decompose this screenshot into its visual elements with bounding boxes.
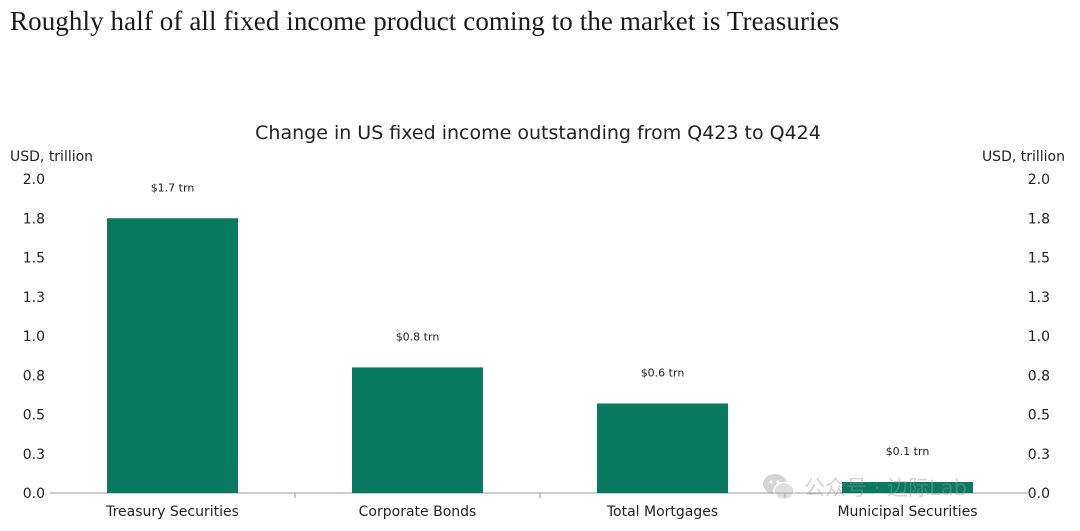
data-label: $0.1 trn bbox=[886, 445, 930, 458]
y-tick-right: 1.3 bbox=[1028, 290, 1050, 306]
y-axis-right: 0.0 0.3 0.5 0.8 1.0 1.3 1.5 1.8 2.0 bbox=[1028, 172, 1050, 502]
y-tick-left: 1.5 bbox=[23, 251, 45, 267]
y-tick-left: 0.3 bbox=[23, 447, 45, 463]
x-tick-label: Treasury Securities bbox=[105, 504, 239, 520]
y-tick-right: 1.8 bbox=[1028, 211, 1050, 227]
y-tick-right: 0.3 bbox=[1028, 447, 1050, 463]
y-tick-left: 0.5 bbox=[23, 408, 45, 424]
data-label: $1.7 trn bbox=[151, 181, 195, 194]
data-labels: $1.7 trn $0.8 trn $0.6 trn $0.1 trn bbox=[151, 181, 930, 458]
bar bbox=[352, 367, 483, 493]
y-tick-right: 1.0 bbox=[1028, 329, 1050, 345]
y-tick-right: 0.0 bbox=[1028, 486, 1050, 502]
y-tick-left: 1.0 bbox=[23, 329, 45, 345]
y-tick-right: 0.5 bbox=[1028, 408, 1050, 424]
chart-title: Change in US fixed income outstanding fr… bbox=[255, 122, 821, 144]
bar bbox=[842, 482, 973, 493]
y-tick-left: 0.8 bbox=[23, 368, 45, 384]
wechat-icon bbox=[763, 474, 795, 501]
y-axis-label-right: USD, trillion bbox=[982, 149, 1065, 165]
page-headline: Roughly half of all fixed income product… bbox=[10, 6, 840, 36]
x-axis: Treasury Securities Corporate Bonds Total … bbox=[105, 493, 978, 520]
x-tick-label: Municipal Securities bbox=[837, 504, 977, 520]
watermark: 公众号 · 边际Lab bbox=[762, 470, 967, 504]
y-tick-left: 0.0 bbox=[23, 486, 45, 502]
bar bbox=[597, 403, 728, 493]
watermark-text: 公众号 · 边际Lab bbox=[804, 476, 967, 500]
y-axis-label-left: USD, trillion bbox=[10, 149, 93, 165]
bar-series bbox=[107, 218, 973, 493]
bar bbox=[107, 218, 238, 493]
y-tick-right: 0.8 bbox=[1028, 368, 1050, 384]
x-tick-label: Corporate Bonds bbox=[359, 504, 477, 520]
y-tick-right: 1.5 bbox=[1028, 251, 1050, 267]
y-tick-left: 1.3 bbox=[23, 290, 45, 306]
data-label: $0.6 trn bbox=[641, 367, 685, 380]
data-label: $0.8 trn bbox=[396, 330, 440, 343]
y-tick-right: 2.0 bbox=[1028, 172, 1050, 188]
y-tick-left: 1.8 bbox=[23, 211, 45, 227]
y-tick-left: 2.0 bbox=[23, 172, 45, 188]
x-tick-label: Total Mortgages bbox=[606, 504, 718, 520]
y-axis-left: 0.0 0.3 0.5 0.8 1.0 1.3 1.5 1.8 2.0 bbox=[23, 172, 45, 502]
